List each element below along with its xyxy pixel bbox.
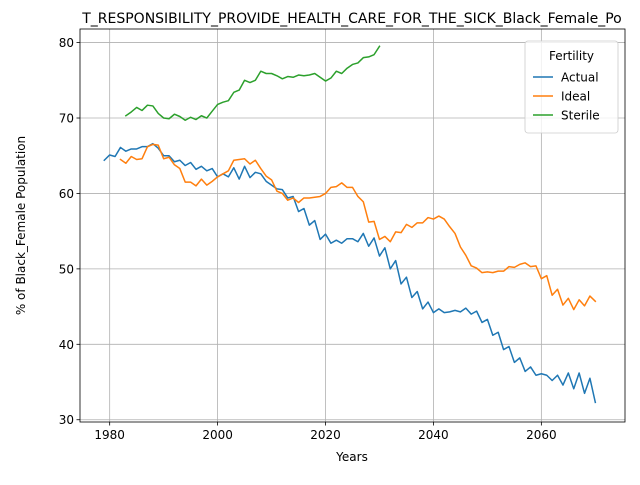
x-tick-label: 2040	[418, 428, 449, 442]
legend-label-actual: Actual	[561, 71, 599, 85]
series-layer	[103, 45, 597, 404]
y-tick-label: 80	[59, 36, 74, 50]
tick-layer: 1980 2000 2020 2040 2060 30 40 50 60 70 80	[59, 36, 557, 442]
x-tick-label: 2000	[202, 428, 233, 442]
series-line-actual	[103, 142, 597, 404]
legend-title: Fertility	[549, 49, 594, 63]
legend-label-sterile: Sterile	[561, 109, 600, 123]
series-line-ideal	[119, 143, 597, 311]
y-tick-label: 30	[59, 413, 74, 427]
series-line-sterile	[124, 45, 381, 122]
chart-title: T_RESPONSIBILITY_PROVIDE_HEALTH_CARE_FOR…	[81, 11, 622, 27]
y-tick-label: 50	[59, 262, 74, 276]
y-tick-label: 60	[59, 187, 74, 201]
x-axis-label: Years	[335, 450, 368, 464]
y-axis-label: % of Black_Female Population	[14, 136, 28, 315]
legend-frame	[524, 40, 619, 134]
x-tick-label: 2020	[310, 428, 341, 442]
y-tick-label: 40	[59, 338, 74, 352]
legend-label-ideal: Ideal	[561, 90, 590, 104]
legend: Fertility Actual Ideal Sterile	[524, 40, 619, 134]
x-tick-label: 2060	[526, 428, 557, 442]
x-tick-label: 1980	[94, 428, 125, 442]
plot-area-frame	[79, 28, 626, 423]
y-tick-label: 70	[59, 112, 74, 126]
